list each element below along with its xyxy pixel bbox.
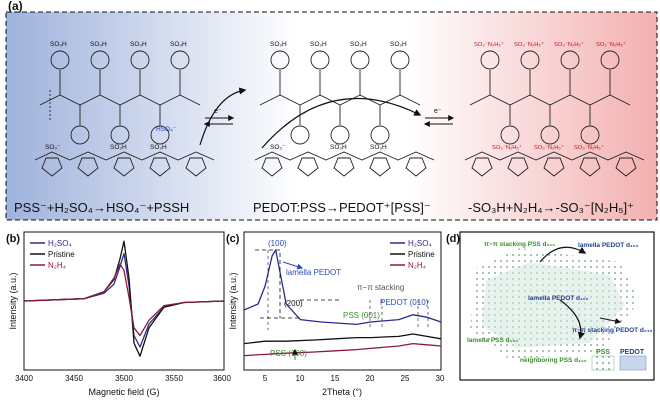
so3h-label: SO₃H: [310, 41, 327, 48]
label-neighboring-pss: neighboring PSS d₁₀₀: [520, 357, 587, 364]
plot-b-legend: H₂SO₄ Pristine N₂H₄: [30, 239, 75, 270]
legend-pedot: PEDOT: [620, 349, 645, 356]
x-tick-label: 3400: [15, 374, 33, 383]
so3-n2h5-label: SO₃⁻N₂H₅⁺: [574, 144, 604, 151]
x-tick-label: 25: [401, 374, 410, 383]
pss-chain-middle: [259, 50, 421, 145]
panel-a-label: (a): [8, 0, 23, 13]
panel-b-label: (b): [6, 233, 20, 245]
x-tick-label: 3550: [165, 374, 183, 383]
so3-n2h5-label: SO₃⁻N₂H₅⁺: [534, 144, 564, 151]
panel-c-label: (c): [226, 233, 240, 245]
label-lamella-pedot-top: lamella PEDOT d₁₀₀: [578, 242, 639, 249]
electron-exchange-right: e⁻: [423, 108, 455, 127]
electron-label: e⁻: [214, 108, 222, 115]
series-line: [243, 342, 442, 357]
panel-b: (b) 3400 3450 3500 3550 3600 Magnetic fi…: [6, 231, 231, 397]
curved-arrow-middle: [261, 97, 422, 149]
pedot-chain-left: [34, 151, 215, 177]
so3h-label: SO₃H: [330, 144, 347, 151]
annotation-100: (100): [268, 239, 287, 248]
so3h-label: SO₃H: [270, 41, 287, 48]
so3h-label: SO₃H: [130, 41, 147, 48]
label-lamella-pss: lamella PSS d₁₀₀: [467, 337, 518, 344]
x-tick-label: 15: [331, 374, 340, 383]
electron-label: e⁻: [434, 108, 442, 115]
so3-n2h5-label: SO₃⁻N₂H₅⁺: [492, 144, 522, 151]
plot-c-legend: H₂SO₄ Pristine N₂H₄: [390, 239, 435, 270]
x-tick-label: 3500: [115, 374, 133, 383]
legend-item: H₂SO₄: [48, 239, 72, 248]
series-line: [243, 333, 442, 345]
plot-c-ylabel: Intensity (a.u.): [228, 272, 238, 329]
hso4-label: HSO₄⁻: [156, 126, 177, 133]
annotation-pss-100: PSS (100): [270, 349, 307, 358]
legend-item: N₂H₄: [408, 261, 426, 270]
pss-chain-right: [469, 50, 631, 145]
so3h-label: SO₃H: [150, 144, 167, 151]
pedot-chain-right: [464, 151, 645, 177]
equation-right: -SO₃H+N₂H₄→-SO₃⁻[N₂H₅]⁺: [468, 200, 634, 215]
plot-c-xticks: 5 10 15 20 25 30: [263, 374, 445, 383]
legend-item: N₂H₄: [48, 261, 66, 270]
label-pipi-pss: π−π stacking PSS d₀₁₀: [484, 241, 555, 248]
legend-item: H₂SO₄: [408, 239, 432, 248]
legend-pss: PSS: [596, 349, 610, 356]
x-tick-label: 3600: [213, 374, 231, 383]
so3h-label: SO₃H: [110, 144, 127, 151]
annotation-200: (200): [284, 299, 303, 308]
x-tick-label: 30: [436, 374, 445, 383]
so3-label: SO₃⁻: [45, 144, 61, 151]
equation-middle: PEDOT:PSS→PEDOT⁺[PSS]⁻: [253, 200, 431, 215]
x-tick-label: 5: [263, 374, 268, 383]
panel-d-legend: PSS PEDOT: [591, 349, 647, 371]
plot-b-xlabel: Magnetic field (G): [88, 387, 159, 397]
series-line: [243, 249, 442, 326]
x-tick-label: 20: [366, 374, 375, 383]
annotation-lamella: lamella PEDOT: [286, 268, 341, 277]
annotation-pss-001: PSS (001): [343, 311, 380, 320]
panel-d-label: (d): [446, 233, 460, 245]
x-tick-label: 10: [296, 374, 305, 383]
plot-c-xlabel: 2Theta (°): [322, 387, 362, 397]
curved-arrow-left: [199, 87, 247, 146]
label-pipi-pedot: π−π stacking PEDOT d₀₁₀: [572, 327, 653, 334]
so3h-label: SO₃H: [170, 41, 187, 48]
so3h-label: SO₃H: [370, 144, 387, 151]
so3h-label: SO₃H: [390, 41, 407, 48]
so3h-label: SO₃H: [350, 41, 367, 48]
plot-c-annotations: (100) lamella PEDOT (200) π−π stacking P…: [255, 239, 429, 360]
panel-a: (a): [5, 0, 658, 221]
panel-d: (d) π−π stacking PSS d₀₁₀ lamella PEDOT …: [446, 231, 655, 381]
equation-left: PSS⁻+H₂SO₄→HSO₄⁻+PSSH: [14, 200, 189, 215]
series-line: [23, 263, 225, 337]
so3-n2h5-label: SO₃⁻N₂H₅⁺: [514, 41, 544, 48]
plot-b-area: [23, 240, 225, 357]
pedot-chain-middle: [254, 151, 435, 177]
plot-b-xticks: 3400 3450 3500 3550 3600: [15, 374, 231, 383]
so3h-label: SO₃H: [90, 41, 107, 48]
so3-n2h5-label: SO₃⁻N₂H₅⁺: [554, 41, 584, 48]
legend-item: Pristine: [408, 250, 435, 259]
legend-item: Pristine: [48, 250, 75, 259]
plot-c-area: [243, 249, 442, 357]
electron-exchange-left: e⁻: [203, 108, 235, 127]
plot-b-ylabel: Intensity (a.u.): [8, 272, 18, 329]
annotation-pedot-010: PEDOT (010): [380, 298, 429, 307]
so3-n2h5-label: SO₃⁻N₂H₅⁺: [474, 41, 504, 48]
so3h-label: SO₃H: [50, 41, 67, 48]
so3-label: SO₃⁻: [270, 144, 286, 151]
pss-chain-left: [39, 50, 201, 145]
so3-n2h5-label: SO₃⁻N₂H₅⁺: [596, 41, 626, 48]
label-lamella-pedot-mid: lamella PEDOT d₁₀₀: [528, 295, 589, 302]
panel-c: (c) 5 10 15 20 25 30 2Theta (°) Intensit…: [226, 231, 445, 397]
annotation-pipi: π−π stacking: [357, 283, 404, 292]
x-tick-label: 3450: [65, 374, 83, 383]
panel-a-frame: [5, 11, 658, 221]
